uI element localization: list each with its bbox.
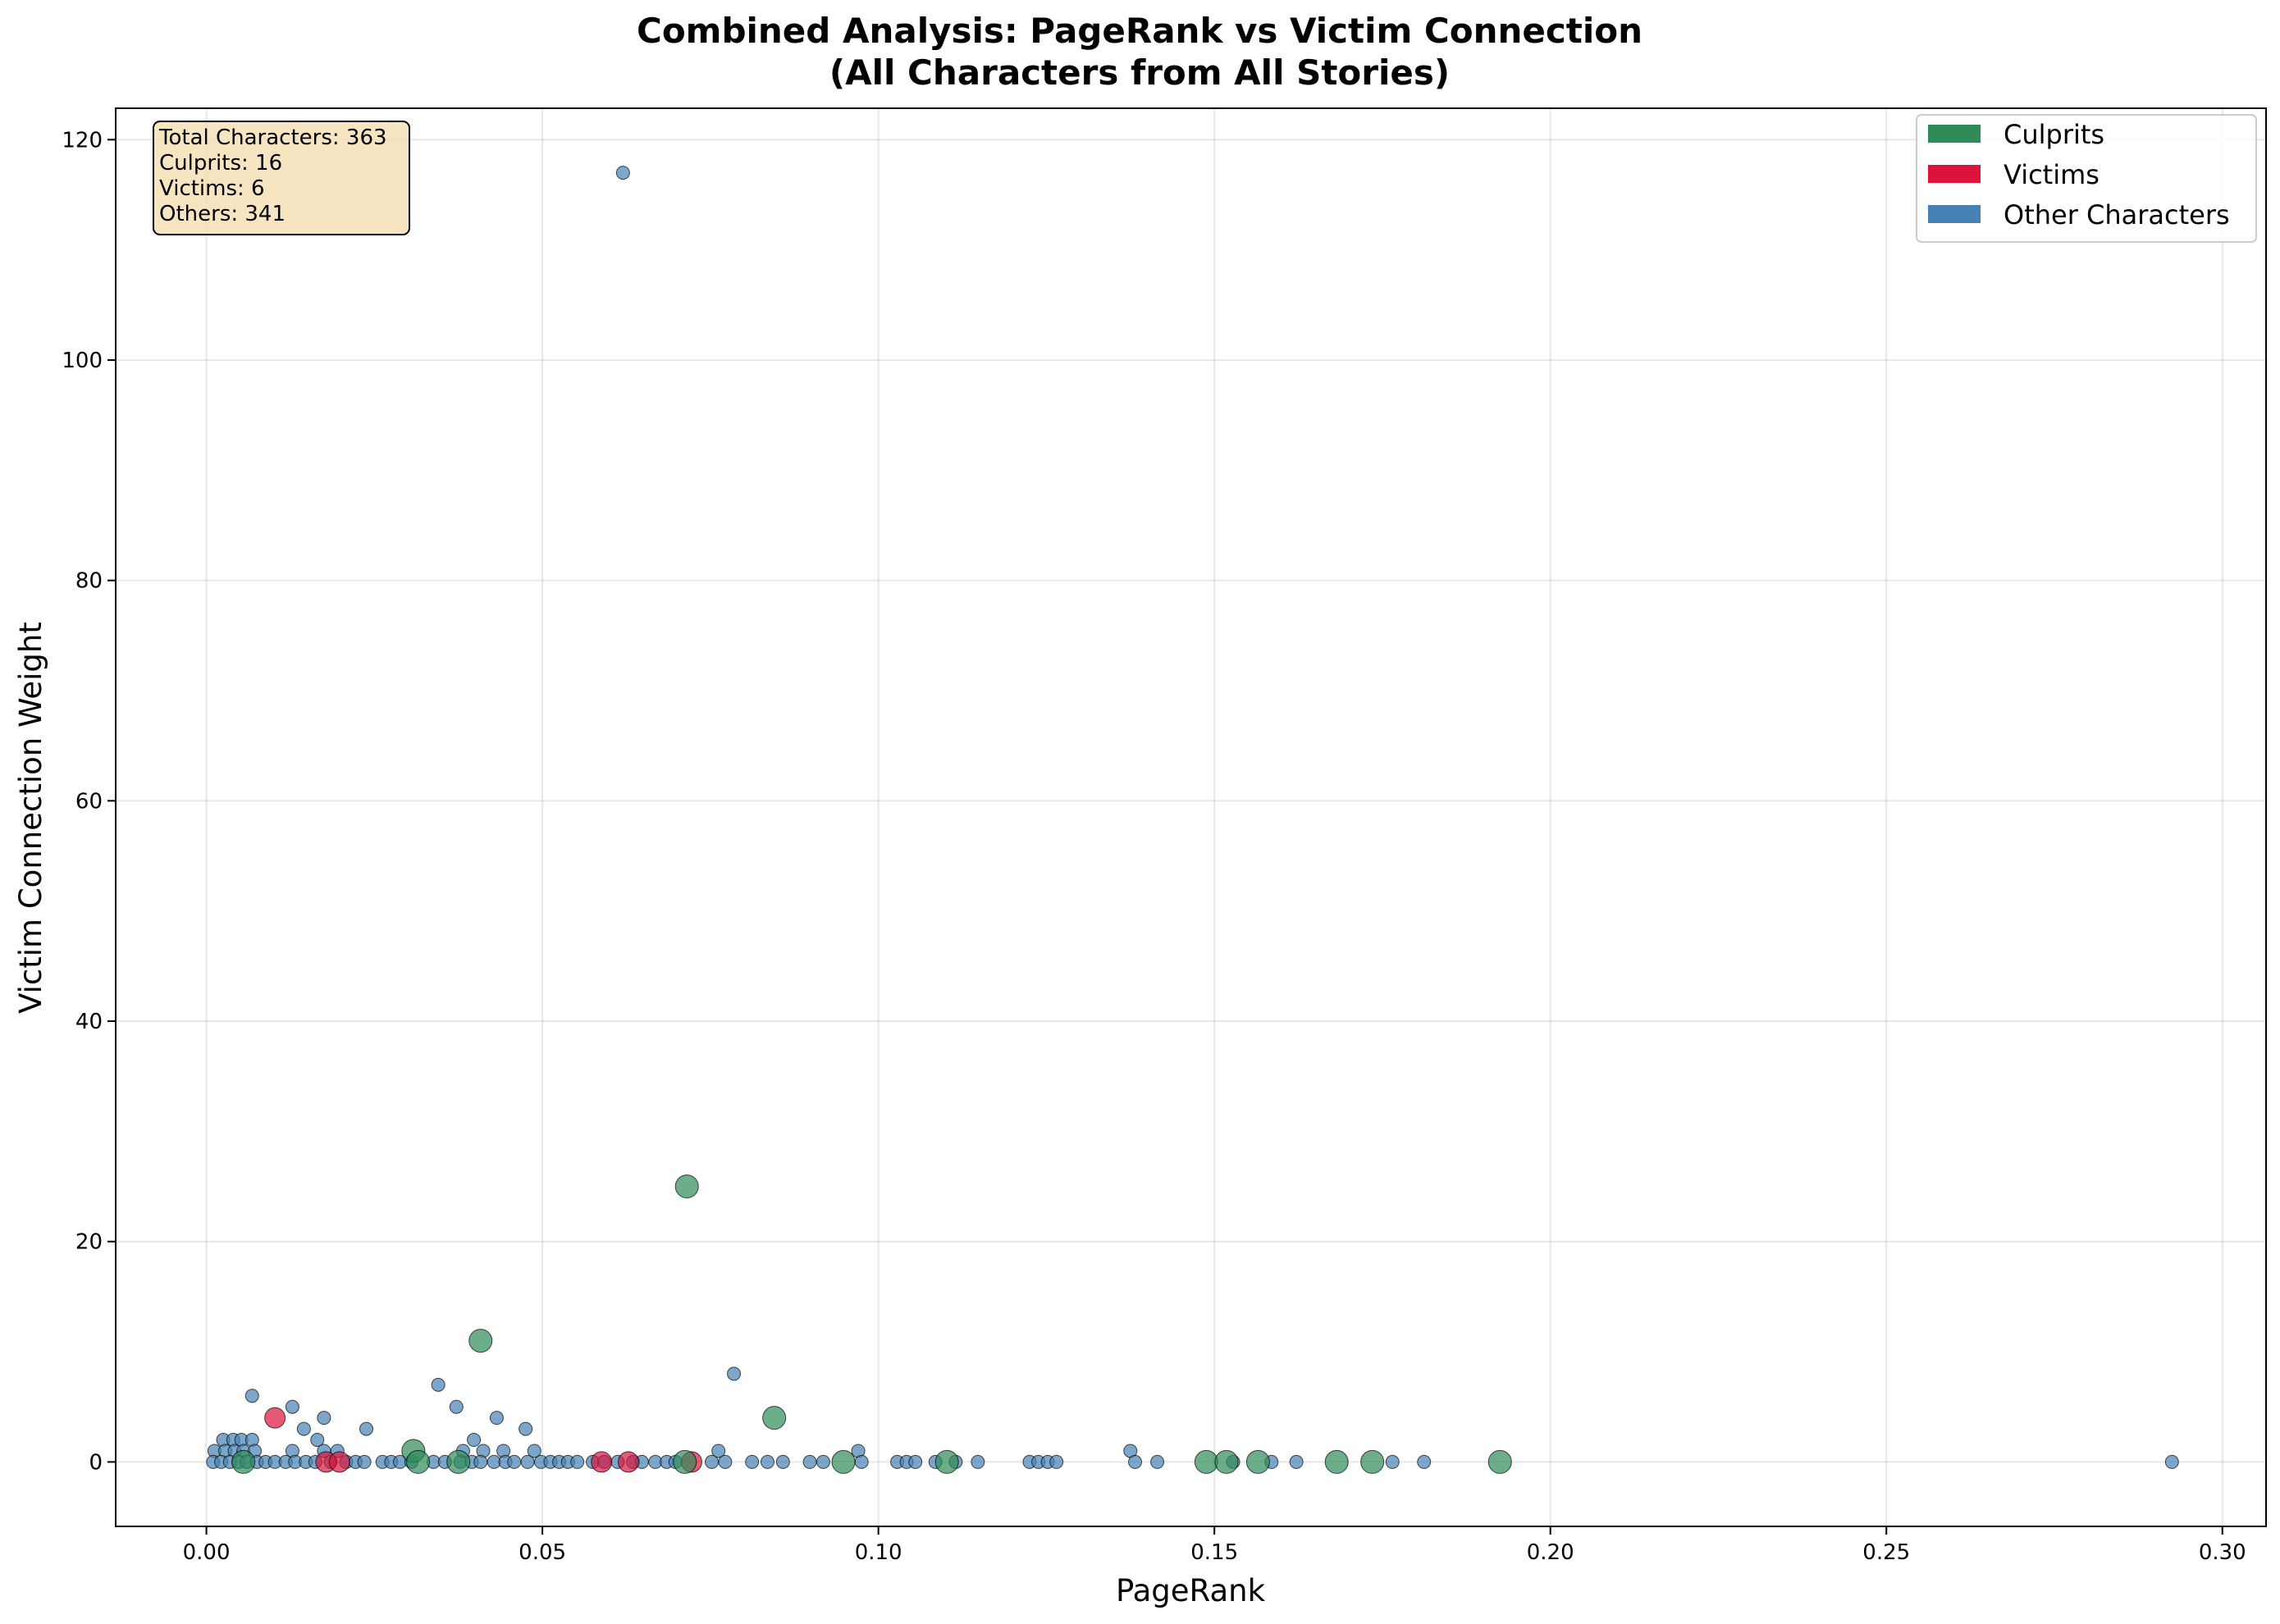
legend-label-culprits: Culprits bbox=[2004, 119, 2104, 150]
scatter-point-other-characters bbox=[431, 1377, 445, 1392]
scatter-point-other-characters bbox=[2164, 1454, 2179, 1469]
scatter-point-other-characters bbox=[705, 1454, 720, 1469]
scatter-point-culprits bbox=[231, 1449, 256, 1474]
plot-area-frame bbox=[115, 107, 2267, 1527]
data-points bbox=[206, 166, 2179, 1474]
y-tick-label: 120 bbox=[62, 128, 103, 153]
scatter-point-other-characters bbox=[727, 1366, 742, 1381]
y-tick-label: 100 bbox=[62, 349, 103, 373]
stats-box: Total Characters: 363 Culprits: 16 Victi… bbox=[153, 121, 410, 235]
legend-swatch-other-characters bbox=[1928, 205, 1981, 223]
stats-victims: Victims: 6 bbox=[159, 176, 265, 201]
scatter-point-other-characters bbox=[775, 1454, 790, 1469]
x-tick-label: 0.25 bbox=[1862, 1540, 1910, 1565]
scatter-point-other-characters bbox=[1049, 1454, 1064, 1469]
x-tick-label: 0.30 bbox=[2199, 1540, 2246, 1565]
y-axis-label: Victim Connection Weight bbox=[13, 622, 48, 1014]
scatter-point-culprits bbox=[1194, 1449, 1218, 1474]
scatter-point-other-characters bbox=[570, 1454, 585, 1469]
scatter-point-other-characters bbox=[760, 1454, 774, 1469]
stats-box-background bbox=[153, 121, 410, 235]
stats-others: Others: 341 bbox=[159, 202, 286, 226]
scatter-point-other-characters bbox=[285, 1399, 299, 1414]
scatter-point-other-characters bbox=[473, 1454, 488, 1469]
scatter-point-victims bbox=[591, 1451, 613, 1473]
scatter-point-culprits bbox=[762, 1406, 787, 1430]
axis-ticks: 0.00 0.05 0.10 0.15 0.20 0.25 0.30 0 20 40 60 80 100… bbox=[62, 128, 2246, 1565]
scatter-point-other-characters bbox=[527, 1444, 541, 1458]
x-axis-label: PageRank bbox=[1116, 1573, 1266, 1608]
scatter-point-other-characters bbox=[296, 1421, 311, 1436]
scatter-point-other-characters bbox=[908, 1454, 923, 1469]
scatter-point-other-characters bbox=[615, 166, 630, 180]
scatter-point-culprits bbox=[468, 1329, 493, 1353]
scatter-point-other-characters bbox=[745, 1454, 760, 1469]
scatter-point-victims bbox=[617, 1451, 639, 1473]
scatter-point-other-characters bbox=[854, 1454, 869, 1469]
scatter-point-victims bbox=[328, 1451, 350, 1473]
grid-lines bbox=[116, 108, 2266, 1526]
scatter-point-culprits bbox=[674, 1175, 699, 1199]
x-tick-label: 0.05 bbox=[519, 1540, 566, 1565]
scatter-point-culprits bbox=[1245, 1449, 1270, 1474]
scatter-point-other-characters bbox=[718, 1454, 733, 1469]
scatter-point-other-characters bbox=[1128, 1454, 1143, 1469]
scatter-point-other-characters bbox=[449, 1399, 464, 1414]
y-tick-label: 80 bbox=[75, 569, 103, 594]
scatter-point-other-characters bbox=[310, 1433, 325, 1448]
x-tick-label: 0.00 bbox=[183, 1540, 231, 1565]
scatter-point-other-characters bbox=[1150, 1454, 1165, 1469]
scatter-point-culprits bbox=[1360, 1449, 1385, 1474]
scatter-point-other-characters bbox=[507, 1454, 522, 1469]
legend-label-victims: Victims bbox=[2004, 159, 2100, 190]
scatter-point-culprits bbox=[831, 1449, 856, 1474]
legend-swatch-culprits bbox=[1928, 125, 1981, 143]
y-tick-label: 40 bbox=[75, 1010, 103, 1034]
scatter-point-other-characters bbox=[519, 1421, 533, 1436]
stats-culprits: Culprits: 16 bbox=[159, 151, 282, 176]
legend: Culprits Victims Other Characters bbox=[1916, 114, 2257, 243]
x-tick-label: 0.10 bbox=[855, 1540, 902, 1565]
scatter-point-other-characters bbox=[1417, 1454, 1432, 1469]
scatter-point-culprits bbox=[934, 1449, 959, 1474]
legend-label-other-characters: Other Characters bbox=[2004, 199, 2230, 230]
scatter-point-other-characters bbox=[359, 1421, 374, 1436]
scatter-point-other-characters bbox=[1385, 1454, 1400, 1469]
scatter-point-culprits bbox=[1324, 1449, 1349, 1474]
legend-swatch-victims bbox=[1928, 165, 1981, 183]
scatter-point-other-characters bbox=[816, 1454, 830, 1469]
y-tick-label: 60 bbox=[75, 789, 103, 814]
scatter-point-other-characters bbox=[467, 1433, 482, 1448]
scatter-point-culprits bbox=[1214, 1449, 1239, 1474]
legend-frame bbox=[1916, 114, 2257, 243]
scatter-point-other-characters bbox=[971, 1454, 985, 1469]
y-tick-label: 0 bbox=[89, 1450, 103, 1475]
stats-total-characters: Total Characters: 363 bbox=[158, 125, 387, 150]
x-tick-label: 0.15 bbox=[1190, 1540, 1238, 1565]
scatter-point-other-characters bbox=[357, 1454, 372, 1469]
scatter-point-other-characters bbox=[520, 1454, 535, 1469]
x-tick-label: 0.20 bbox=[1527, 1540, 1574, 1565]
scatter-point-other-characters bbox=[244, 1389, 259, 1403]
scatter-point-other-characters bbox=[489, 1411, 504, 1426]
scatter-point-culprits bbox=[406, 1449, 431, 1474]
chart-title-line-2: (All Characters from All Stories) bbox=[829, 52, 1450, 93]
scatter-point-culprits bbox=[1487, 1449, 1512, 1474]
scatter-point-other-characters bbox=[1289, 1454, 1304, 1469]
scatter-point-victims bbox=[264, 1407, 286, 1429]
scatter-point-other-characters bbox=[317, 1411, 331, 1426]
scatter-point-other-characters bbox=[802, 1454, 817, 1469]
scatter-point-other-characters bbox=[711, 1444, 726, 1458]
chart-title-line-1: Combined Analysis: PageRank vs Victim Co… bbox=[637, 11, 1643, 51]
scatter-point-culprits bbox=[673, 1449, 697, 1474]
y-tick-label: 20 bbox=[75, 1230, 103, 1255]
scatter-point-culprits bbox=[446, 1449, 471, 1474]
